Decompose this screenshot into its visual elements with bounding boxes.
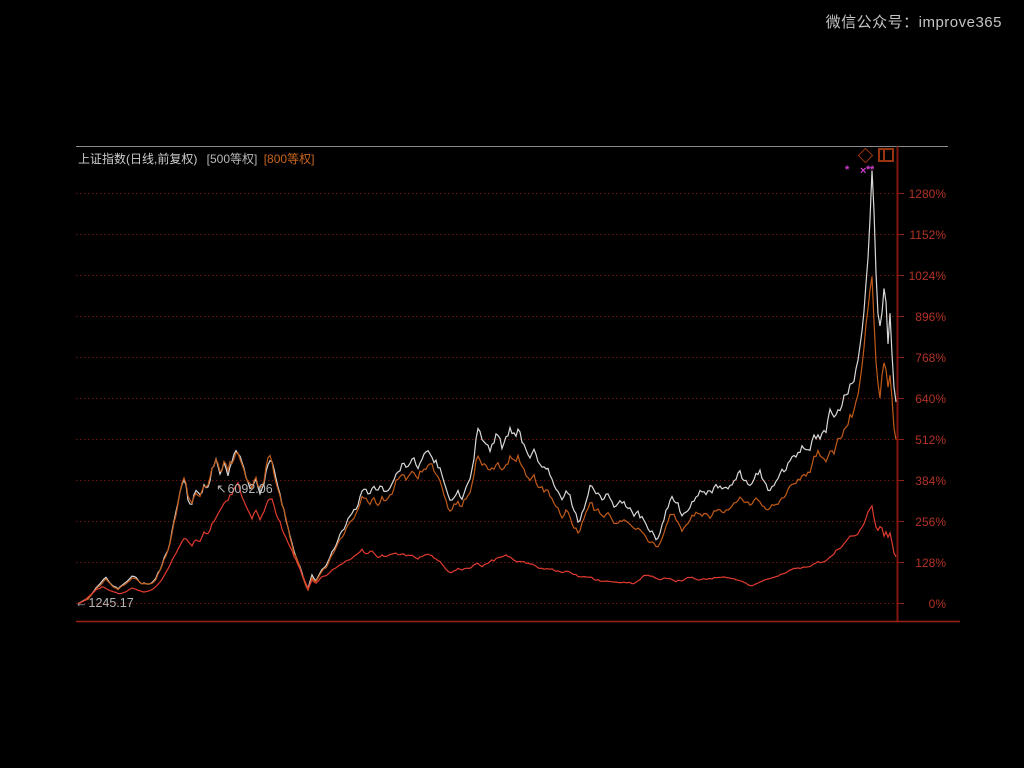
peak-price-value: 6092.06 bbox=[227, 482, 273, 496]
window-icon-bar bbox=[883, 150, 885, 160]
overlay-500-label[interactable]: [500等权] bbox=[206, 152, 258, 166]
overlay-800-label[interactable]: [800等权] bbox=[263, 152, 315, 166]
security-name-label: 上证指数(日线,前复权) bbox=[78, 152, 198, 166]
trade-signal-marker-icon: * bbox=[866, 164, 871, 176]
y-axis-tick-label: 768% bbox=[915, 350, 946, 365]
left-arrow-icon: ← bbox=[75, 596, 88, 610]
y-axis-tick-label: 384% bbox=[915, 473, 946, 488]
y-axis-tick-label: 128% bbox=[915, 555, 946, 570]
series-800等权 bbox=[77, 276, 897, 605]
trade-signal-marker-icon: × bbox=[860, 165, 867, 177]
y-axis-tick-label: 896% bbox=[915, 309, 946, 324]
y-axis-tick-label: 512% bbox=[915, 432, 946, 447]
trade-signal-marker-icon: * bbox=[845, 164, 850, 176]
start-price-value: 1245.17 bbox=[88, 596, 134, 610]
wechat-watermark: 微信公众号：improve365 bbox=[825, 14, 1002, 31]
y-axis-tick-label: 640% bbox=[915, 391, 946, 406]
chart-title: 上证指数(日线,前复权) [500等权] [800等权] bbox=[78, 150, 314, 167]
y-axis-tick-label: 256% bbox=[915, 514, 946, 529]
up-left-arrow-icon: ↖ bbox=[216, 482, 227, 496]
peak-price-annotation: ↖6092.06 bbox=[216, 481, 273, 496]
y-axis-tick-label: 1024% bbox=[908, 268, 946, 283]
series-上证指数(日线,前复权) bbox=[77, 481, 897, 605]
start-price-annotation: ←1245.17 bbox=[75, 596, 134, 610]
y-axis-tick-label: 1152% bbox=[909, 227, 946, 242]
y-axis-tick-label: 1280% bbox=[908, 186, 946, 201]
y-axis-tick-label: 0% bbox=[928, 596, 946, 611]
window-icon[interactable] bbox=[878, 148, 894, 162]
trade-signal-marker-icon: * bbox=[870, 164, 875, 176]
